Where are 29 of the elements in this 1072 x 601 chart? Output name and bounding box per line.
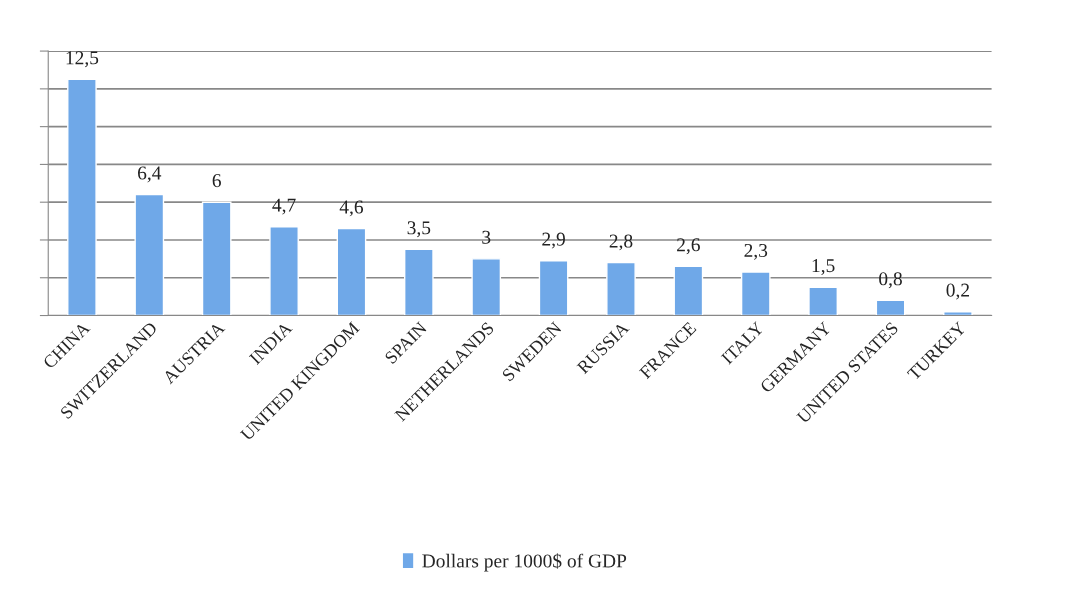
bar xyxy=(201,201,232,316)
data-label: 6,4 xyxy=(138,166,162,183)
bar xyxy=(538,260,569,316)
bar xyxy=(606,261,636,316)
bar xyxy=(404,248,434,316)
data-label: 0,2 xyxy=(946,283,969,300)
data-label: 2,3 xyxy=(744,243,768,260)
data-label: 3,5 xyxy=(407,221,431,238)
bar xyxy=(336,227,367,316)
data-label: 0,8 xyxy=(879,272,902,289)
data-label: 4,6 xyxy=(339,200,364,217)
bar xyxy=(875,299,906,316)
data-label: 3 xyxy=(482,230,491,244)
data-label: 6 xyxy=(212,174,221,188)
bar xyxy=(943,311,973,316)
bar xyxy=(471,258,502,316)
bar xyxy=(269,226,299,316)
data-label: 2,8 xyxy=(609,234,633,251)
bar xyxy=(808,286,838,316)
bar xyxy=(134,193,165,316)
bar xyxy=(740,271,771,316)
data-label: 2,6 xyxy=(677,238,700,255)
data-label: 2,9 xyxy=(542,232,565,249)
legend-label: Dollars per 1000$ of GDP xyxy=(422,553,627,572)
bar xyxy=(67,78,97,316)
data-label: 1,5 xyxy=(812,259,835,275)
data-label: 12,5 xyxy=(66,51,99,68)
bar xyxy=(673,265,704,316)
data-label: 4,7 xyxy=(272,198,296,215)
